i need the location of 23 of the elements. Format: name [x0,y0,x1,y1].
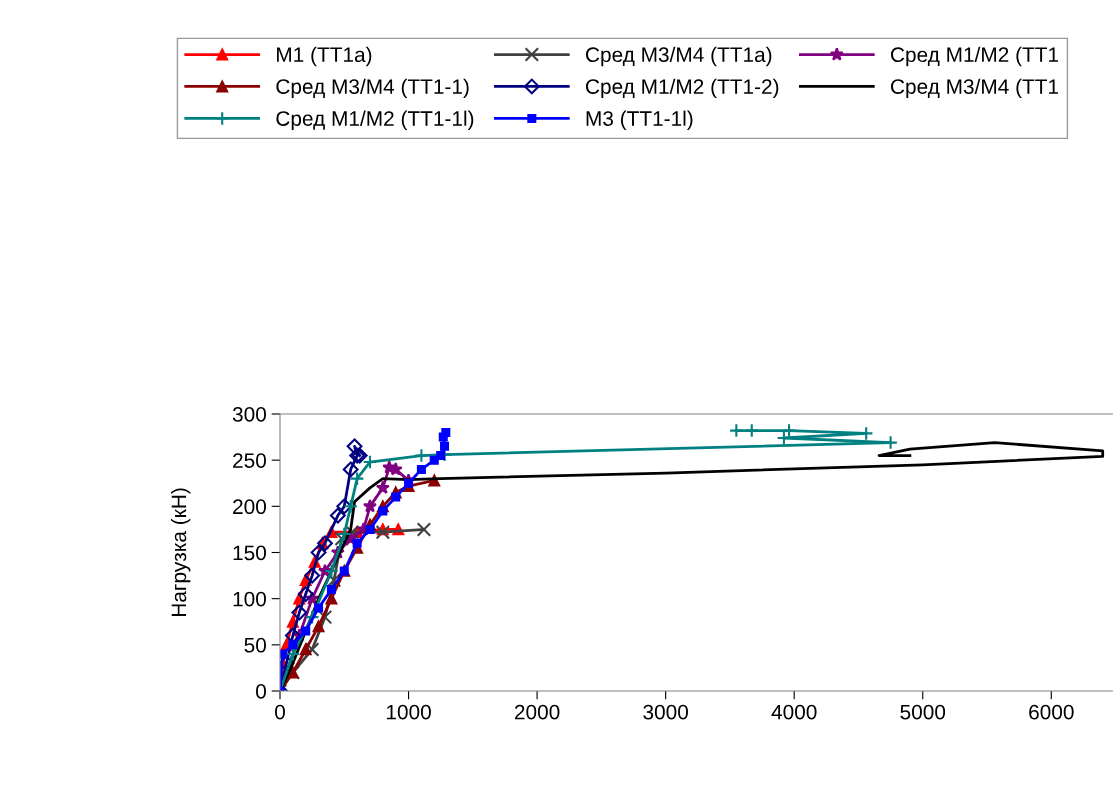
y-tick-label: 200 [233,499,266,515]
y-tick-label: 100 [233,591,266,607]
legend-label: Сред М3/М4 (ТТ1-1) [276,78,469,99]
x-tick-label: 3000 [643,704,689,720]
y-tick-label: 150 [233,545,266,561]
x-tick-label: 0 [275,704,285,720]
y-tick-label: 250 [233,453,266,468]
x-tick-label: 5000 [900,704,946,720]
legend-label: Сред М1/М2 (ТТ1 [891,46,1059,67]
y-axis-title: Нагрузка (кН) [170,488,191,617]
legend-label: Сред М3/М4 (ТТ1 [891,78,1059,99]
legend-label: Сред М3/М4 (ТТ1а) [586,46,772,67]
x-tick-label: 2000 [514,704,560,720]
y-tick-label: 50 [244,637,266,653]
legend-label: Сред М1/М2 (ТТ1-1l) [276,110,474,131]
y-tick-label: 300 [232,407,266,422]
legend-label: М3 (ТТ1-1l) [586,110,693,130]
legend-label: Сред М1/М2 (ТТ1-2) [586,78,779,99]
legend-label: М1 (ТТ1а) [277,46,372,67]
x-tick-label: 1000 [386,704,431,720]
x-tick-label: 4000 [771,704,817,720]
y-tick-label: 0 [256,684,266,699]
x-tick-label: 6000 [1029,704,1074,720]
